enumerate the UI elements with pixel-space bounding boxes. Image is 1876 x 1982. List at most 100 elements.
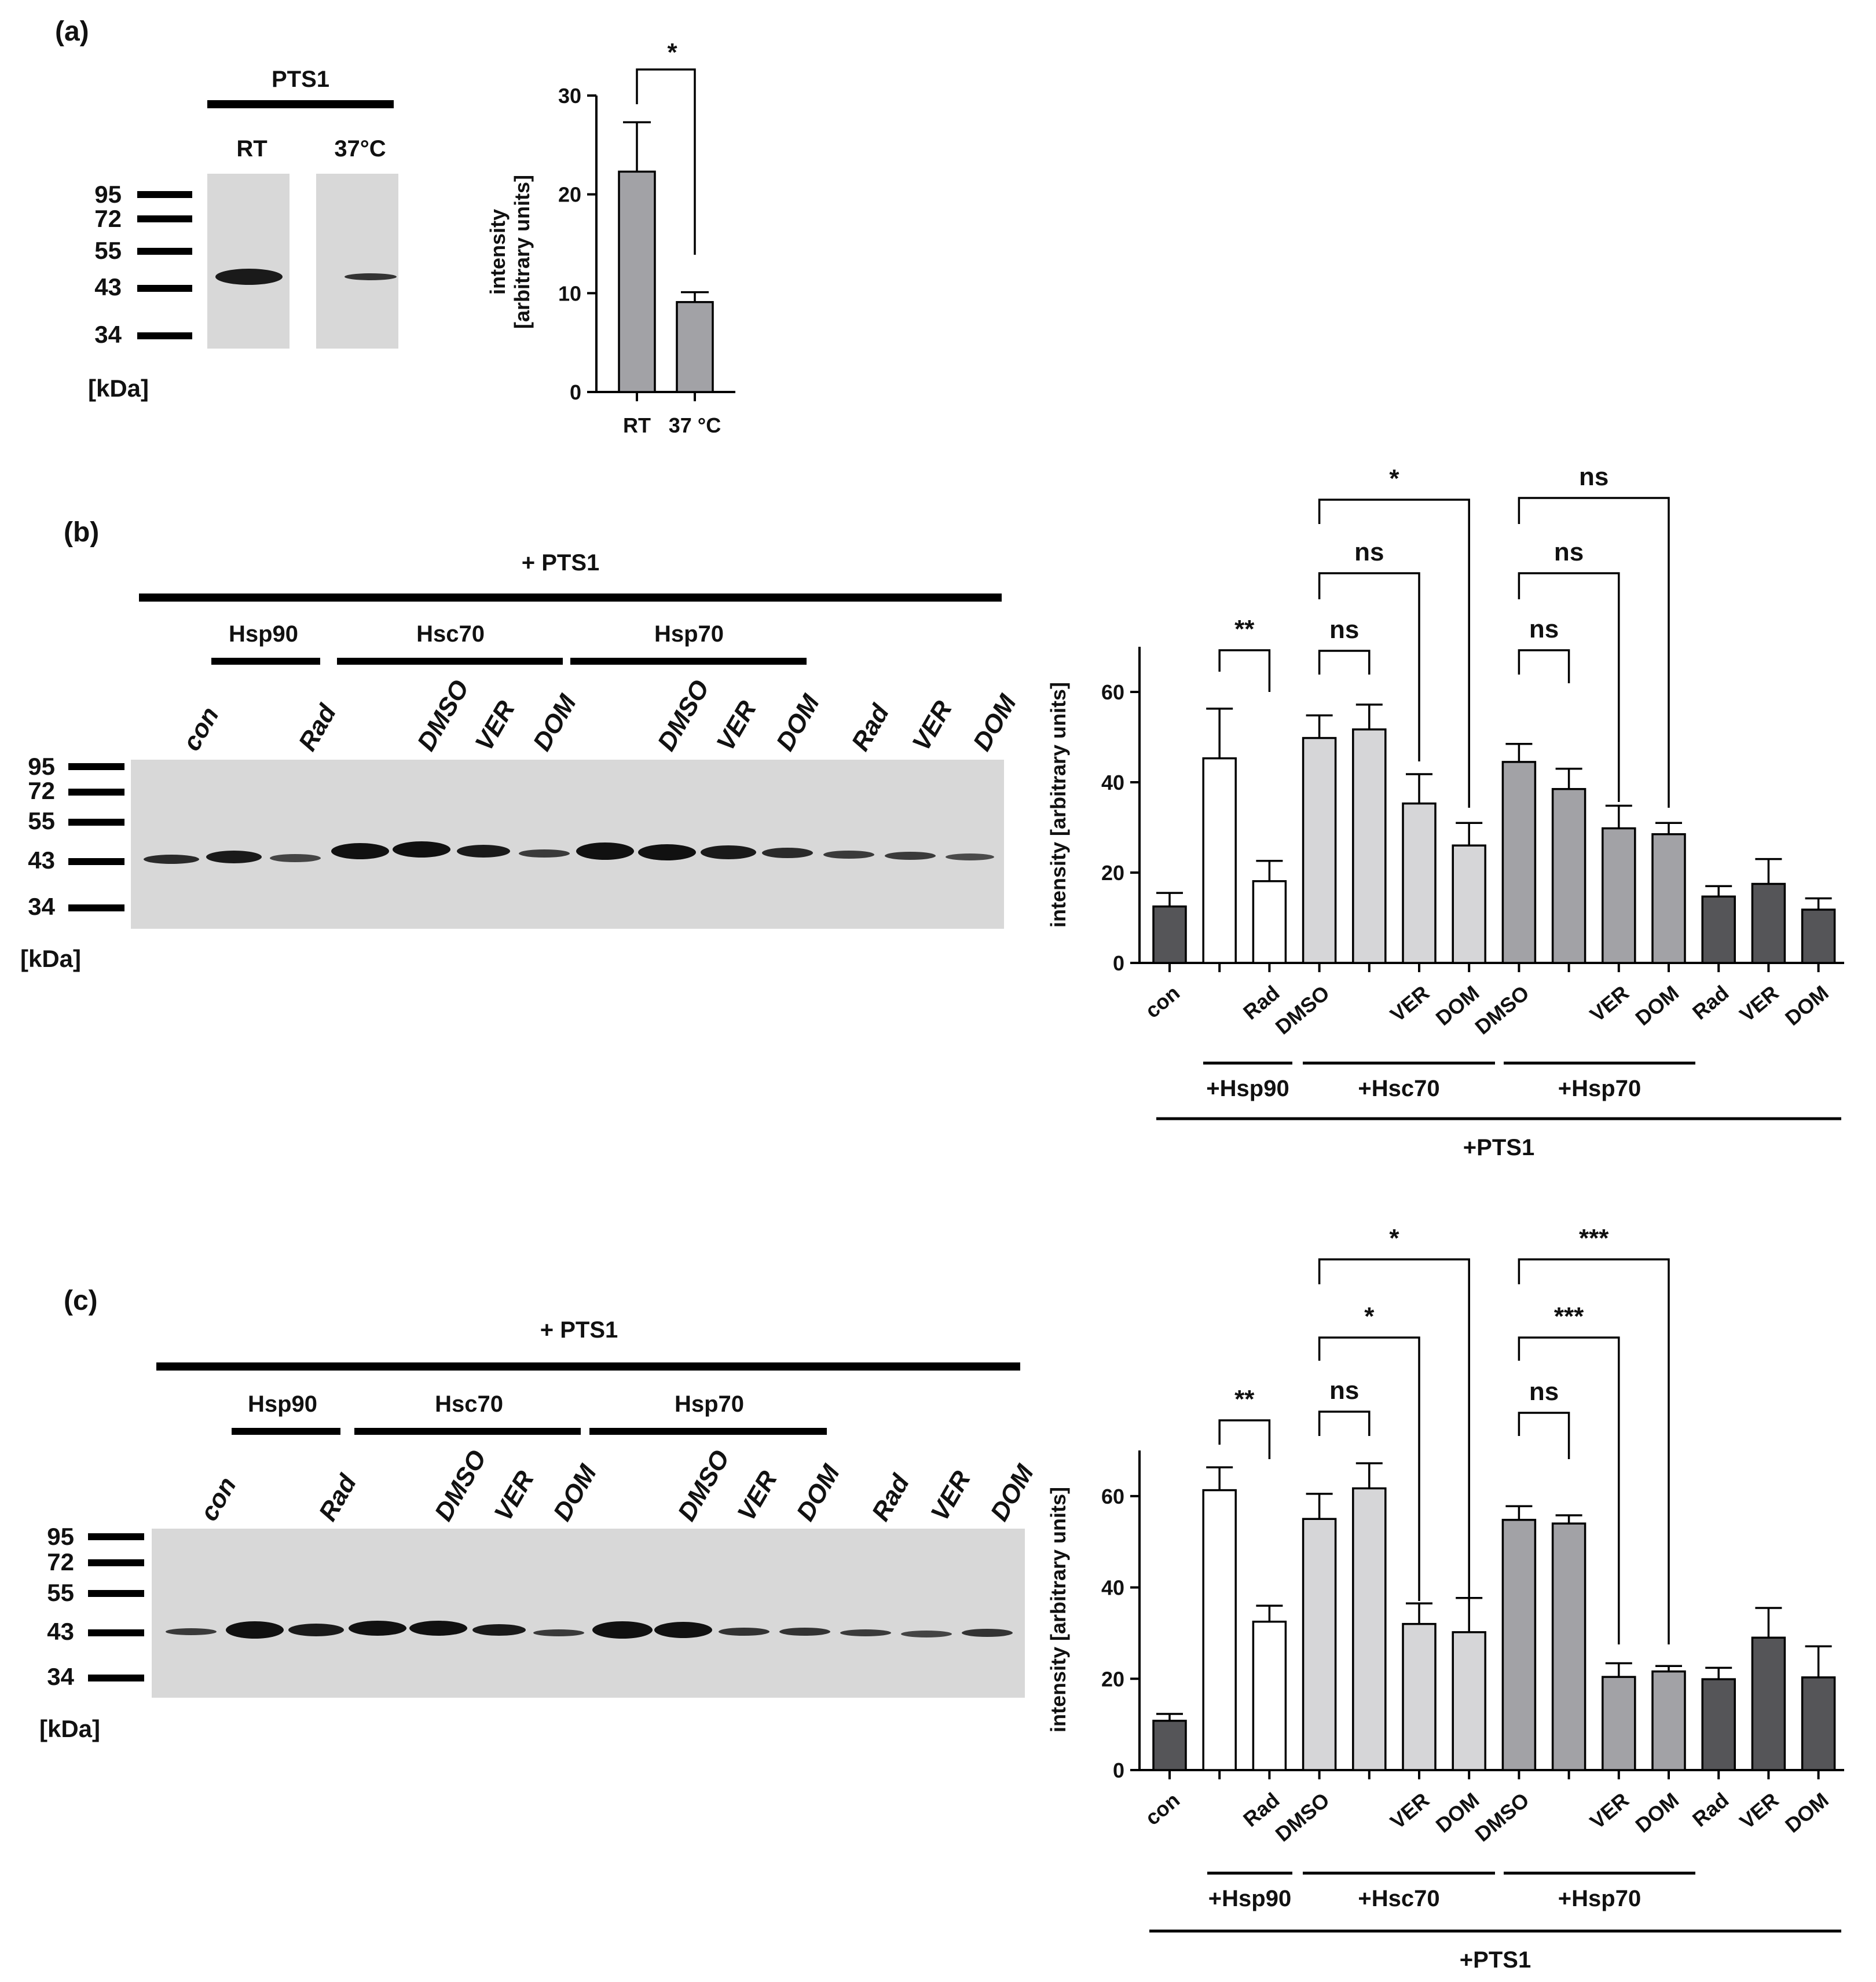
x-tick-label: VER	[1735, 981, 1783, 1027]
bar	[1152, 905, 1187, 964]
group-label: +Hsc70	[1358, 1886, 1439, 1911]
chart-a-ylabel-line2: [arbitrary units]	[510, 175, 534, 329]
y-tick-label: 60	[1101, 680, 1124, 704]
blot-c-membrane	[152, 1529, 1025, 1698]
mw-72: 72	[94, 205, 122, 232]
blot-a-membrane-rt	[207, 174, 290, 349]
blot-c-band-4	[349, 1621, 406, 1636]
x-tick-label: DMSO	[1271, 1788, 1334, 1847]
bar	[1701, 895, 1736, 964]
x-tick-label: DOM	[1630, 1788, 1683, 1837]
bar	[1452, 1631, 1486, 1771]
chart-b-ylabel: intensity [arbitrary units]	[1046, 682, 1070, 928]
blot-a-band-rt	[215, 269, 283, 285]
blot-b-header: + PTS1	[522, 550, 600, 576]
mw-bar-72	[68, 789, 124, 796]
blot-b-group-hsc70: Hsc70	[416, 621, 485, 647]
blot-c-unit: [kDa]	[39, 1715, 100, 1742]
blot-c-mw-ladder: 95 72 55 43 34 [kDa]	[39, 1523, 144, 1742]
panel-a: (a) PTS1 RT 37°C 95 72 55 43 34 [k	[55, 16, 735, 437]
blot-a-lane-37c: 37°C	[334, 136, 386, 162]
blot-b-membrane	[131, 760, 1004, 929]
significance-label: *	[1389, 1224, 1399, 1252]
significance-bracket	[1518, 649, 1570, 683]
y-tick-label: 20	[1101, 1667, 1124, 1691]
significance-label: ns	[1354, 538, 1384, 566]
mw-95: 95	[47, 1523, 74, 1550]
x-tick-label: 37 °C	[669, 413, 721, 437]
significance-label: ns	[1579, 463, 1608, 491]
x-tick-label: Rad	[1688, 1788, 1733, 1831]
bar	[1202, 757, 1237, 964]
bar	[1302, 1518, 1337, 1771]
blot-a-membrane-37c	[316, 174, 398, 349]
blot-a-lane-rt: RT	[236, 136, 267, 162]
chart-b: intensity [arbitrary units] 0 20 40 60 con Ra…	[1046, 463, 1844, 1160]
blot-b-band-12	[823, 851, 874, 859]
blot-b-lane-ver: VER	[470, 696, 521, 756]
significance-bracket	[1518, 497, 1670, 808]
blot-b-group-hsp90: Hsp90	[229, 621, 298, 647]
blot-b-lane-dmso-2: DMSO	[652, 675, 715, 756]
mw-bar-95	[68, 763, 124, 770]
mw-bar-95	[88, 1533, 144, 1540]
y-tick-label: 20	[1101, 861, 1124, 885]
mw-bar-43	[88, 1629, 144, 1636]
significance-bracket	[1318, 1411, 1371, 1436]
significance-bracket	[1318, 650, 1371, 675]
mw-bar-43	[137, 285, 192, 292]
bar	[1352, 728, 1387, 964]
blot-b-lane-dmso: DMSO	[412, 675, 474, 756]
panel-b: (b) + PTS1 Hsp90 Hsc70 Hsp70 con Rad DMS…	[20, 463, 1844, 1160]
mw-bar-72	[137, 215, 192, 222]
blot-c-band-2	[226, 1621, 284, 1639]
significance-bracket	[1318, 499, 1470, 808]
blot-b-band-1	[144, 855, 199, 864]
blot-b-band-14	[946, 853, 994, 860]
y-tick-label: 0	[1113, 951, 1124, 975]
bar	[1202, 1489, 1237, 1771]
x-tick-label: DOM	[1780, 981, 1833, 1030]
bar	[1402, 1622, 1437, 1771]
bar	[1501, 1519, 1537, 1771]
blot-c-lane-dom-2: DOM	[791, 1459, 845, 1526]
y-tick-label: 40	[1101, 1576, 1124, 1600]
panel-b-label: (b)	[64, 517, 99, 548]
bar	[1651, 833, 1686, 964]
blot-b-band-8	[576, 842, 634, 860]
mw-bar-95	[137, 191, 192, 198]
blot-c-group-hsp90: Hsp90	[248, 1391, 317, 1417]
blot-b-lane-rad: Rad	[293, 699, 342, 756]
chart-a-significance: *	[667, 38, 677, 67]
bar	[1751, 882, 1786, 964]
blot-b-lane-dom-3: DOM	[968, 689, 1022, 756]
x-tick-label: DOM	[1630, 981, 1683, 1030]
blot-a-band-37c	[345, 273, 397, 280]
blot-c-lane-ver: VER	[489, 1466, 540, 1526]
panel-c: (c) + PTS1 Hsp90 Hsc70 Hsp70 con Rad DMS…	[39, 1224, 1844, 1973]
panel-c-label: (c)	[64, 1285, 98, 1316]
blot-b-lane-dom-2: DOM	[771, 689, 825, 756]
significance-bracket	[1218, 649, 1271, 692]
group-label: +Hsc70	[1358, 1076, 1439, 1101]
significance-label: ns	[1554, 538, 1584, 566]
bar	[1252, 880, 1287, 964]
bar	[1751, 1636, 1786, 1771]
mw-bar-34	[68, 904, 124, 911]
blot-c-lane-con: con	[195, 1472, 242, 1526]
mw-43: 43	[94, 273, 122, 301]
bar	[618, 170, 656, 393]
blot-b-band-9	[638, 844, 696, 860]
mw-bar-55	[88, 1590, 144, 1597]
bar	[1801, 1676, 1836, 1771]
blot-c-band-9	[654, 1622, 712, 1638]
mw-95: 95	[94, 181, 122, 208]
bar	[1402, 802, 1437, 964]
bar	[1452, 844, 1486, 964]
significance-label: *	[1389, 464, 1399, 493]
bar	[1501, 761, 1537, 964]
x-tick-label: con	[1141, 1788, 1184, 1830]
significance-label: ns	[1329, 1376, 1359, 1405]
significance-bracket	[1218, 1419, 1271, 1459]
blot-c-group-hsc70: Hsc70	[435, 1391, 503, 1417]
